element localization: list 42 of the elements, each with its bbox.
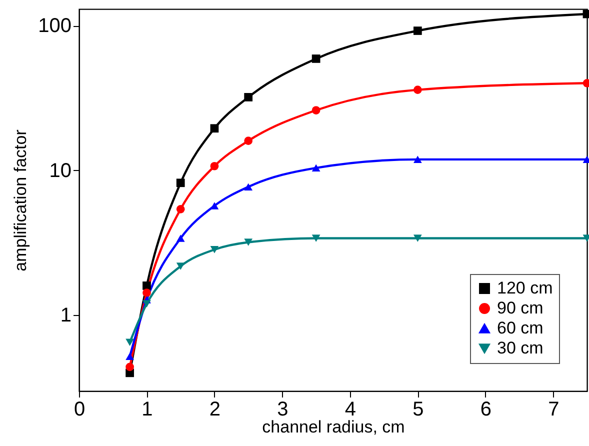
point (176, 178, 185, 188)
point (142, 300, 151, 308)
legend-label: 30 cm (497, 338, 544, 358)
point (142, 288, 151, 297)
y-tick-label: 10 (49, 160, 72, 182)
x-tick-label: 4 (344, 398, 356, 420)
point (210, 246, 219, 254)
point (413, 156, 422, 164)
point (244, 183, 253, 190)
point (244, 136, 253, 145)
legend-label: 120 cm (497, 278, 553, 298)
y-axis-title: amplification factor (11, 129, 30, 272)
point (413, 234, 422, 242)
y-tick-label: 1 (60, 304, 72, 327)
point (142, 281, 151, 290)
x-tick-label: 0 (74, 398, 86, 420)
point (312, 106, 320, 114)
point (413, 86, 422, 94)
point (176, 234, 185, 242)
x-tick-label: 2 (209, 398, 221, 420)
x-tick-label: 6 (480, 398, 492, 420)
point (126, 352, 134, 360)
legend-label: 90 cm (497, 298, 544, 318)
point (312, 234, 320, 242)
point (210, 124, 219, 133)
legend-label: 60 cm (497, 318, 544, 338)
point (413, 26, 422, 35)
x-tick-label: 7 (548, 398, 560, 420)
point (312, 54, 320, 63)
x-tick-label: 3 (277, 398, 288, 420)
point (244, 93, 253, 102)
point (244, 238, 253, 246)
x-tick-label: 1 (142, 398, 153, 420)
point (312, 164, 320, 172)
point (126, 362, 134, 372)
point (126, 338, 134, 346)
x-axis-title: channel radius, cm (262, 418, 405, 436)
y-tick-label: 100 (38, 15, 72, 38)
x-tick-label: 5 (412, 398, 424, 420)
point (210, 162, 219, 170)
point (176, 204, 185, 214)
point (176, 262, 185, 270)
